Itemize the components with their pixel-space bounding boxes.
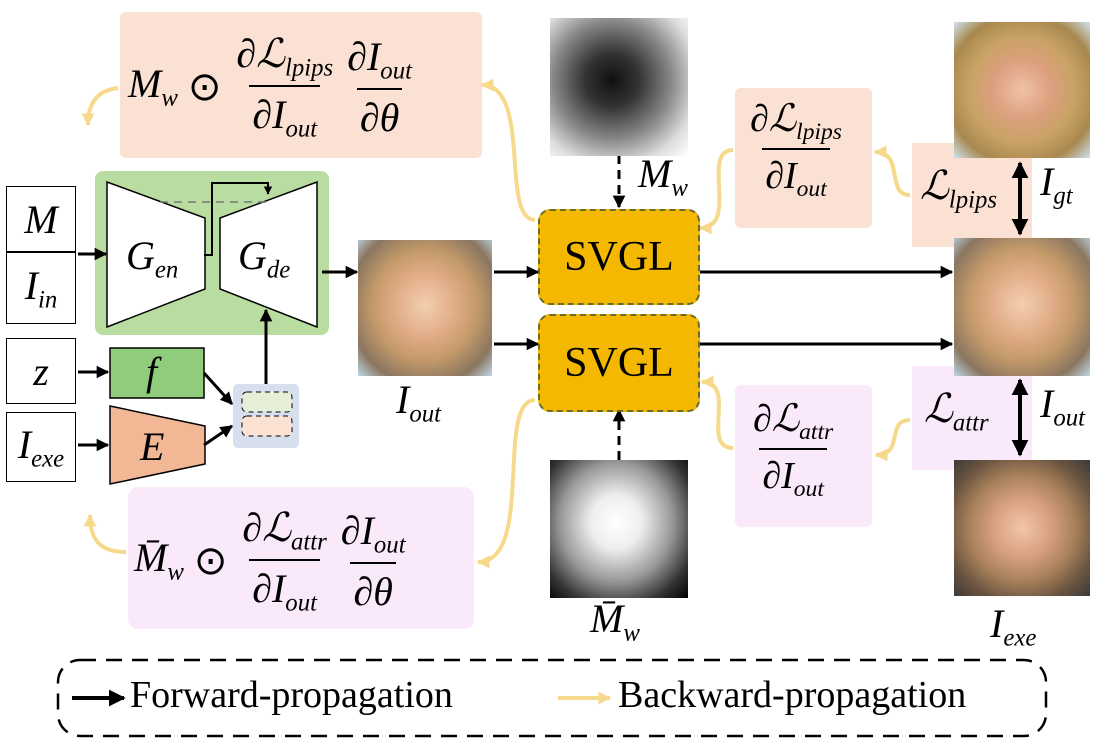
output-gradient-fraction: ∂Iout ∂θ [340,507,406,614]
decoder-trapezoid [219,180,318,329]
mask-weight-label: Mw [638,151,688,202]
mask-input-box: M [6,186,76,252]
encoder-label: Gen [126,233,179,284]
lpips-grad-panel [735,88,872,228]
inverse-mask-weight-image [550,460,688,598]
encoder-trapezoid [106,180,206,329]
attr-loss-label: ℒattr [924,386,989,437]
mask-symbol: M [24,196,58,242]
exemplar-encoder-label: E [140,424,165,469]
loss-gradient-fraction: ∂ℒlpips ∂Iout [236,31,334,143]
exemplar-face-image [954,460,1090,596]
output-face-image [358,240,492,376]
decoder-label: Gde [238,233,291,284]
legend-forward-label: Forward-propagation [130,674,453,716]
attr-formula-panel [128,487,474,629]
output-label: Iout [396,377,442,428]
odot-symbol: ⊙ [187,64,222,110]
loss-gradient-fraction: ∂ℒattr ∂Iout [242,505,327,617]
exemplar-input-label: Iexe [17,421,65,473]
output-gradient-fraction: ∂Iout ∂θ [347,33,412,140]
lpips-loss-label: ℒlpips [920,163,998,214]
inverse-weight-term: M̄w [134,535,184,586]
result-output-label: Iout [1040,381,1086,432]
svgl-bottom: SVGL [538,314,700,412]
mapping-label: f [146,349,158,394]
exemplar-input-box: Iexe [6,412,76,482]
odot-symbol: ⊙ [193,538,228,584]
lpips-backward-formula: Mw ⊙ ∂ℒlpips ∂Iout ∂Iout ∂θ [128,30,417,143]
skip-connection [204,182,273,256]
inverse-mask-weight-label: M̄w [590,596,640,647]
noise-input-box: z [6,338,76,404]
mask-weight-image [550,18,688,156]
ground-truth-label: Igt [1040,159,1073,210]
attr-backward-formula: M̄w ⊙ ∂ℒattr ∂Iout ∂Iout ∂θ [134,504,411,617]
svgl-top: SVGL [538,209,700,305]
attr-gradient-formula: ∂ℒattr ∂Iout [753,398,834,503]
input-image-label: Iin [24,262,58,314]
attr-grad-panel [735,385,872,527]
lpips-gradient-formula: ∂ℒlpips ∂Iout [750,98,842,203]
legend-backward-label: Backward-propagation [618,674,967,716]
ground-truth-face-image [954,22,1090,158]
exemplar-encoder-trapezoid [109,405,206,485]
input-image-box: Iin [6,252,76,324]
exemplar-label: Iexe [990,601,1037,652]
result-face-image [954,238,1090,376]
weight-term: Mw [128,61,178,112]
legend-box [56,658,1048,738]
noise-symbol: z [33,348,49,394]
